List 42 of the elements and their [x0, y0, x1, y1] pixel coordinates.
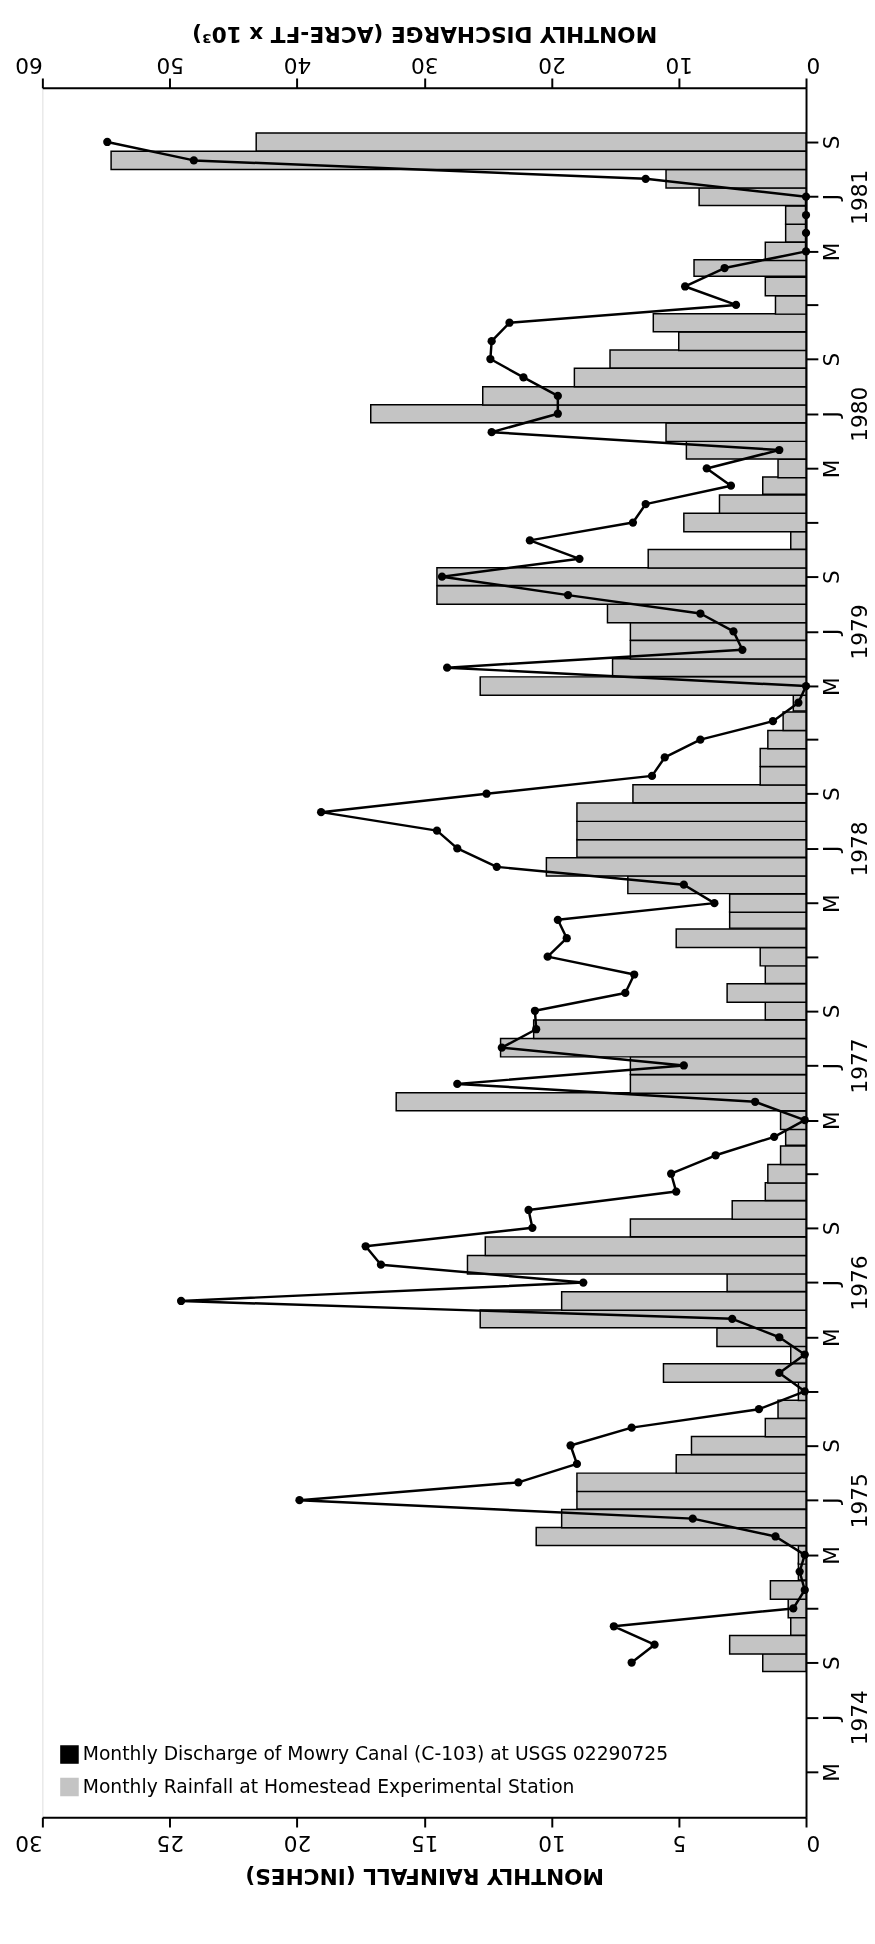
- y-tick-label: M: [819, 677, 845, 696]
- y-tick-label: S: [819, 787, 845, 802]
- x-tick-label: 10: [538, 1831, 566, 1857]
- x-tick-label: 30: [15, 1831, 43, 1857]
- y-tick-label: J 1974: [819, 1690, 872, 1746]
- y-tick-label: M: [819, 1328, 845, 1348]
- x2-axis-title: MONTHLY DISCHARGE (ACRE-FT x 10³): [192, 22, 658, 48]
- y-tick-label: J 1977: [819, 1038, 872, 1094]
- y-tick-label: J 1980: [819, 386, 872, 442]
- x-tick-label: 20: [283, 1831, 312, 1857]
- x2-tick-label: 20: [538, 52, 566, 78]
- legend-label: Monthly Rainfall at Homestead Experimental Station: [82, 1776, 575, 1798]
- x-tick-label: 5: [672, 1831, 687, 1857]
- y-tick-label: S: [819, 1439, 845, 1453]
- x2-tick-label: 50: [156, 52, 184, 78]
- y-tick-label: M: [819, 242, 845, 262]
- x2-tick-label: 60: [15, 52, 43, 78]
- x2-tick-label: 30: [410, 52, 439, 78]
- y-tick-label: J 1978: [819, 821, 872, 877]
- y-tick-label: S: [819, 570, 845, 585]
- x-tick-label: 25: [156, 1831, 184, 1857]
- y-tick-label: J 1975: [819, 1473, 872, 1529]
- y-tick-label: S: [819, 1656, 845, 1670]
- x-tick-label: 15: [410, 1831, 439, 1857]
- y-tick-label: S: [819, 135, 845, 150]
- y-tick-label: M: [819, 459, 845, 479]
- x2-tick-label: 0: [806, 52, 821, 78]
- y-tick-label: J 1981: [819, 169, 872, 225]
- y-tick-label: M: [819, 894, 845, 913]
- x2-tick-label: 10: [665, 52, 694, 78]
- y-tick-label: M: [819, 1546, 845, 1565]
- x2-tick-label: 40: [283, 52, 312, 78]
- y-tick-label: M: [819, 1111, 845, 1131]
- legend-label: Monthly Discharge of Mowry Canal (C-103) at USGS 02290725: [82, 1743, 669, 1765]
- y-tick-label: M: [819, 1763, 845, 1782]
- y-tick-label: J 1979: [819, 604, 872, 660]
- x-axis-title: MONTHLY RAINFALL (INCHES): [245, 1863, 605, 1889]
- y-tick-label: S: [819, 352, 845, 367]
- y-tick-label: S: [819, 1004, 845, 1019]
- x-tick-label: 0: [806, 1831, 821, 1857]
- y-tick-label: J 1976: [819, 1255, 872, 1311]
- y-tick-label: S: [819, 1221, 845, 1236]
